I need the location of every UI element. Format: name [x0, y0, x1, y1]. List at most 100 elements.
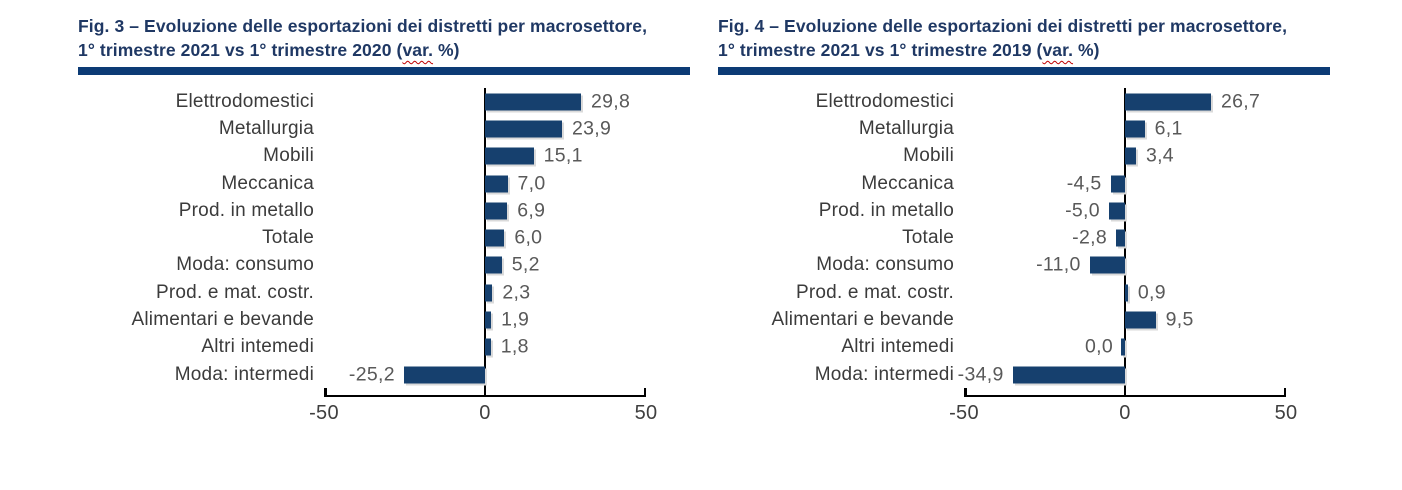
figure-3-title-line1: Fig. 3 – Evoluzione delle esportazioni d… [78, 16, 648, 36]
value-label: 26,7 [1220, 90, 1261, 113]
x-axis-tick [483, 388, 487, 398]
chart-row: 1,8 [324, 334, 646, 361]
chart-row: -2,8 [964, 224, 1286, 251]
x-axis-tick-label: 50 [634, 402, 658, 425]
value-label: 6,1 [1154, 117, 1183, 140]
x-axis [964, 388, 1286, 398]
figure-4-title-line1: Fig. 4 – Evoluzione delle esportazioni d… [718, 16, 1288, 36]
bar [485, 284, 493, 302]
chart-row: 6,0 [324, 224, 646, 251]
chart-row: 0,0 [964, 334, 1286, 361]
category-label: Prod. e mat. costr. [156, 281, 314, 303]
chart-row: 7,0 [324, 170, 646, 197]
value-label: -5,0 [1065, 199, 1100, 222]
bar [1125, 311, 1156, 329]
x-axis-tick-label: 0 [1119, 402, 1131, 425]
category-label: Prod. in metallo [178, 199, 314, 221]
category-label: Prod. e mat. costr. [796, 281, 954, 303]
chart-row: -34,9 [958, 361, 1286, 388]
bar [1089, 256, 1125, 274]
figure-3-title-underline-rule [78, 67, 690, 75]
chart-row: 0,9 [964, 279, 1286, 306]
value-label: 2,3 [502, 281, 531, 304]
value-label: 7,0 [517, 172, 546, 195]
bar [485, 311, 492, 329]
value-label: 0,0 [1084, 335, 1113, 358]
value-label: 6,0 [514, 226, 543, 249]
bar [1110, 175, 1125, 193]
category-label: Mobili [903, 145, 954, 167]
category-label: Elettrodomestici [175, 90, 314, 112]
page: Fig. 3 – Evoluzione delle esportazioni d… [78, 14, 1330, 432]
chart-row: 6,1 [964, 115, 1286, 142]
chart-row: -11,0 [964, 252, 1286, 279]
x-axis-tick-label: 50 [1274, 402, 1298, 425]
bar [1108, 202, 1125, 220]
category-label: Altri intemedi [201, 336, 314, 358]
chart-row: 26,7 [964, 88, 1286, 115]
bar [1125, 284, 1128, 302]
figure-4-title-var-word: var. [1042, 40, 1074, 60]
value-label: -4,5 [1066, 172, 1102, 195]
category-label: Meccanica [861, 172, 954, 194]
value-label: 15,1 [543, 144, 583, 167]
figure-3: Fig. 3 – Evoluzione delle esportazioni d… [78, 14, 690, 432]
category-label: Elettrodomestici [815, 90, 954, 112]
value-label: -2,8 [1072, 226, 1107, 249]
x-axis-tick [643, 388, 646, 398]
category-labels: Elettrodomestici Metallurgia Mobili Meccani… [78, 88, 324, 432]
x-axis-labels: -50 0 50 [309, 402, 657, 432]
right-padding [646, 88, 690, 432]
bar [485, 147, 534, 165]
chart-row: 5,2 [324, 252, 646, 279]
category-label: Totale [902, 227, 954, 249]
chart-row: 1,9 [324, 306, 646, 333]
bar [1125, 147, 1136, 165]
plot-column: 26,7 6,1 3,4 -4,5 -5,0 -2,8 -11,0 0,9 9,5 0,0 -34,… [949, 88, 1297, 432]
chart-row: -5,0 [964, 197, 1286, 224]
right-padding [1286, 88, 1330, 432]
value-label: 5,2 [511, 253, 540, 276]
figure-3-title-line2-pre: 1° trimestre 2021 vs 1° trimestre 2020 ( [78, 40, 403, 60]
x-axis-tick [324, 388, 327, 398]
bar [485, 93, 581, 111]
bar [1012, 366, 1125, 384]
value-label: 9,5 [1165, 308, 1194, 331]
category-label: Alimentari e bevande [771, 309, 954, 331]
category-label: Moda: intermedi [814, 363, 954, 385]
category-label: Alimentari e bevande [131, 309, 314, 331]
category-label: Totale [262, 227, 314, 249]
x-axis-line [324, 394, 646, 398]
figure-4-title-line2-post: %) [1073, 40, 1100, 60]
x-axis-tick [1283, 388, 1286, 398]
chart-row: 15,1 [324, 143, 646, 170]
chart-row: 29,8 [324, 88, 646, 115]
chart-row: 3,4 [964, 143, 1286, 170]
chart-row: 2,3 [324, 279, 646, 306]
bar [1115, 229, 1125, 247]
figure-3-title-var-word: var. [402, 40, 434, 60]
value-label: 0,9 [1137, 281, 1166, 304]
category-label: Prod. in metallo [818, 199, 954, 221]
x-axis-line [964, 394, 1286, 398]
bar [485, 229, 505, 247]
category-label: Moda: intermedi [174, 363, 314, 385]
figure-4-chart: Elettrodomestici Metallurgia Mobili Meccani… [718, 88, 1330, 432]
value-label: -34,9 [957, 363, 1004, 386]
bar [485, 256, 502, 274]
chart-row: -4,5 [964, 170, 1286, 197]
value-label: -25,2 [348, 363, 395, 386]
category-label: Altri intemedi [841, 336, 954, 358]
x-axis-tick-label: 0 [479, 402, 491, 425]
plot-area: 26,7 6,1 3,4 -4,5 -5,0 -2,8 -11,0 0,9 9,5 0,0 -34,… [958, 88, 1286, 398]
category-labels: Elettrodomestici Metallurgia Mobili Meccani… [718, 88, 964, 432]
figure-4-title: Fig. 4 – Evoluzione delle esportazioni d… [718, 14, 1330, 62]
value-label: 1,9 [501, 308, 530, 331]
bar [485, 120, 562, 138]
figure-3-title-line2: 1° trimestre 2021 vs 1° trimestre 2020 (… [78, 38, 690, 62]
figure-3-title: Fig. 3 – Evoluzione delle esportazioni d… [78, 14, 690, 62]
bar [485, 338, 491, 356]
category-label: Mobili [263, 145, 314, 167]
x-axis-tick-label: -50 [949, 402, 979, 425]
value-label: 3,4 [1145, 144, 1174, 167]
